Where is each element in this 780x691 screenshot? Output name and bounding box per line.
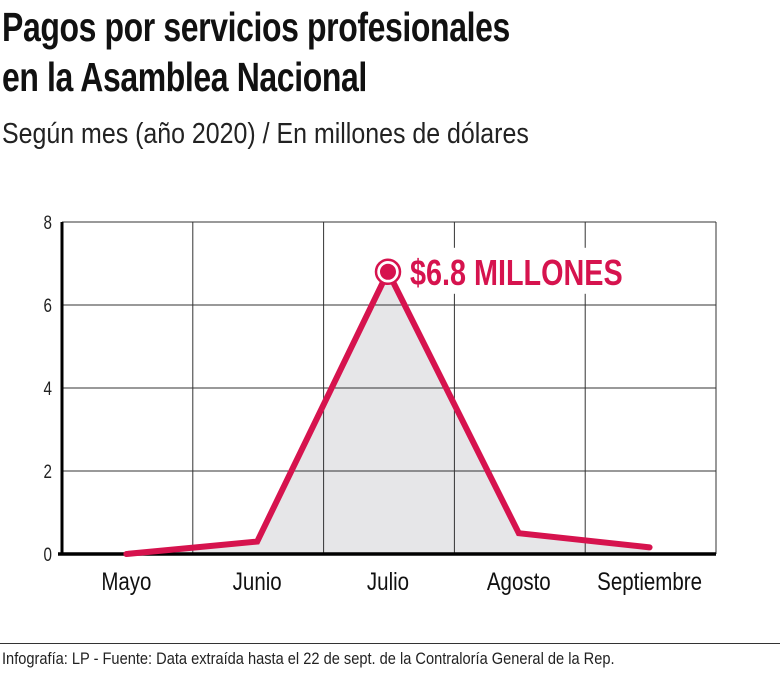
x-tick-label: Mayo xyxy=(101,567,151,595)
footer-source: Infografía: LP - Fuente: Data extraída h… xyxy=(2,649,615,668)
data-point-agosto xyxy=(516,531,521,536)
y-tick-label: 6 xyxy=(44,294,52,316)
x-tick-label: Agosto xyxy=(487,567,551,595)
y-tick-label: 4 xyxy=(44,377,53,399)
title-line-1: Pagos por servicios profesionales xyxy=(2,4,510,50)
x-tick-label: Junio xyxy=(233,567,282,595)
x-tick-label: Julio xyxy=(367,567,409,595)
x-tick-label: Septiembre xyxy=(597,567,702,595)
annotation-marker xyxy=(380,263,396,280)
chart-subtitle: Según mes (año 2020) / En millones de dó… xyxy=(2,118,529,150)
y-tick-label: 2 xyxy=(44,460,52,482)
footer-divider xyxy=(0,643,780,644)
annotation-label: $6.8 MILLONES xyxy=(410,252,623,293)
data-point-mayo xyxy=(124,552,129,556)
line-chart: 0 2 4 6 8 Mayo Junio Julio Agosto Septiembre $6.8 … xyxy=(44,211,717,595)
title-line-2: en la Asamblea Nacional xyxy=(2,54,367,100)
area-fill xyxy=(126,271,650,554)
chart-title: Pagos por servicios profesionales en la … xyxy=(2,2,510,102)
data-point-junio xyxy=(255,539,260,544)
annotation-background xyxy=(408,247,616,294)
y-tick-label: 8 xyxy=(44,211,52,233)
data-point-septiembre xyxy=(647,545,652,550)
y-tick-label: 0 xyxy=(44,543,52,565)
